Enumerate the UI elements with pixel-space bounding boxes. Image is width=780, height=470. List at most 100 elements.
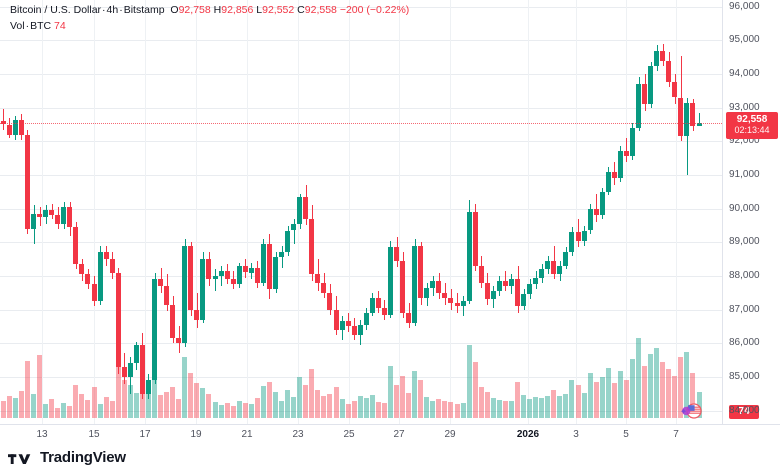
volume-bar [128,385,133,418]
time-axis-tick: 13 [36,429,48,440]
candle-body [479,265,484,283]
candle-body [267,244,272,290]
time-gridline [676,0,677,424]
symbol-legend-row[interactable]: Bitcoin / U.S. Dollar·4h·Bitstamp O92,75… [10,3,409,17]
volume-bar [624,379,629,418]
candle-body [436,281,441,293]
volume-bar [491,397,496,418]
symbol-name[interactable]: Bitcoin / U.S. Dollar [10,4,102,16]
volume-bar [455,404,460,418]
time-gridline [450,0,451,424]
volume-bar [67,405,72,418]
candle-body [648,65,653,105]
volume-bar [49,398,54,418]
candle-wick [3,109,4,130]
volume-bar [509,400,514,418]
volume-bar [630,358,635,418]
price-gridline [0,209,722,210]
time-axis-tick: 15 [88,429,100,440]
volume-bar [291,397,296,418]
candle-body [303,196,308,219]
candle-wick [699,112,700,123]
volume-bar [176,398,181,418]
candle-body [140,344,145,394]
volume-bar [55,407,60,418]
volume-bar [551,390,556,418]
candle-body [588,208,593,231]
country-flag-icon[interactable] [681,402,703,419]
volume-legend-row[interactable]: Vol·BTC 74 [10,19,409,33]
time-axis[interactable]: 13 15 17 19 21 23 25 27 29 2026 3 5 7 [0,424,780,447]
candle-body [485,282,490,300]
candle-body [690,102,695,127]
volume-bar [636,338,641,418]
candle-body [55,215,60,224]
volume-bar [660,362,665,418]
price-gridline [0,310,722,311]
volume-bar [327,393,332,418]
volume-bar [219,404,224,418]
candle-body [418,245,423,298]
volume-bar [243,402,248,418]
volume-bar [358,396,363,418]
volume-bar [557,396,562,418]
volume-bar [388,365,393,418]
candle-body [376,297,381,308]
candle-body [697,122,702,127]
interval-label[interactable]: 4h [106,4,119,16]
low-key: L [256,4,263,16]
chart-plot-area[interactable] [0,0,722,424]
volume-bar [267,381,272,418]
time-gridline [399,0,400,424]
candle-body [569,232,574,253]
volume-bar [61,403,66,418]
candle-wick [687,97,688,175]
current-price-line [0,122,722,124]
volume-bar [424,397,429,418]
candle-body [37,213,42,218]
price-axis[interactable]: 74 96,000 95,000 94,000 93,000 92,000 91,000 9… [722,0,780,424]
candle-wick [294,218,295,244]
candle-body [612,171,617,179]
volume-bar [140,362,145,418]
volume-bar [182,357,187,418]
volume-bar [618,371,623,418]
price-axis-tick: 95,000 [729,34,760,46]
close-value: 92,558 [304,4,337,16]
volume-bar [370,395,375,418]
candle-body [243,265,248,273]
tradingview-logo[interactable]: TradingView [8,450,126,465]
legend-separator-3: · [25,20,30,32]
candle-body [85,274,90,285]
candle-body [563,252,568,266]
candle-body [406,313,411,324]
high-value-group: H92,856 [214,4,254,16]
chart-legend: Bitcoin / U.S. Dollar·4h·Bitstamp O92,75… [10,3,409,33]
candle-body [146,380,151,394]
volume-bar [321,396,326,418]
candle-body [388,247,393,315]
volume-bar [684,351,689,418]
candle-body [539,269,544,278]
time-gridline [196,0,197,424]
exchange-label[interactable]: Bitstamp [123,4,165,16]
price-gridline [0,377,722,378]
time-axis-tick: 7 [673,429,679,440]
candle-body [600,191,605,216]
volume-bar [467,345,472,418]
candle-body [545,260,550,270]
price-axis-tick: 85,000 [729,370,760,382]
tradingview-mark-icon [8,454,31,464]
time-axis-tick: 17 [139,429,151,440]
candle-body [533,277,538,285]
candle-body [334,309,339,330]
candle-body [352,326,357,335]
time-axis-tick: 5 [623,429,629,440]
volume-bar [533,397,538,418]
volume-bar [146,388,151,418]
candle-body [400,260,405,313]
price-axis-tick: 84,000 [729,404,760,416]
candle-body [424,287,429,298]
volume-bar [237,400,242,418]
volume-bar [104,397,109,418]
